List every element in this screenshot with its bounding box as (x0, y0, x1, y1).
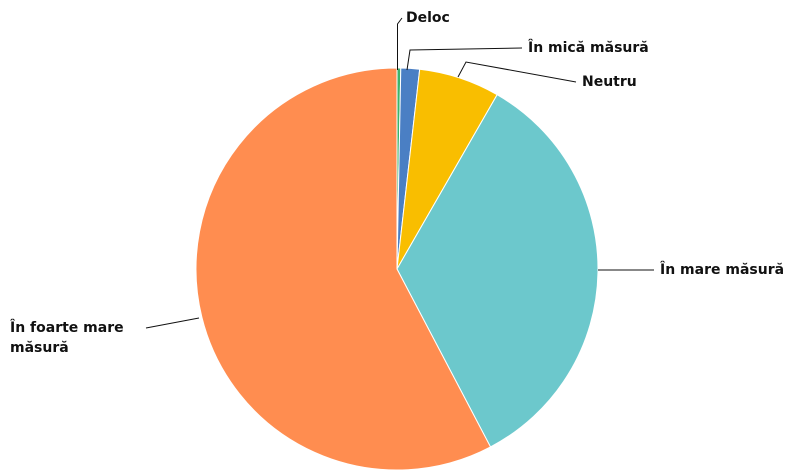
slice-label: Deloc (406, 10, 450, 26)
slice-label: În foarte mare măsură (10, 320, 124, 356)
slice-label: În mică măsură (528, 40, 649, 56)
slice-label: În mare măsură (660, 262, 785, 278)
slice-label: Neutru (582, 74, 637, 90)
leader-line (397, 17, 403, 70)
pie-slice (195, 67, 492, 471)
leader-line (145, 317, 200, 329)
leader-line (406, 47, 523, 71)
leader-line (457, 61, 577, 83)
pie-slice (396, 94, 599, 448)
